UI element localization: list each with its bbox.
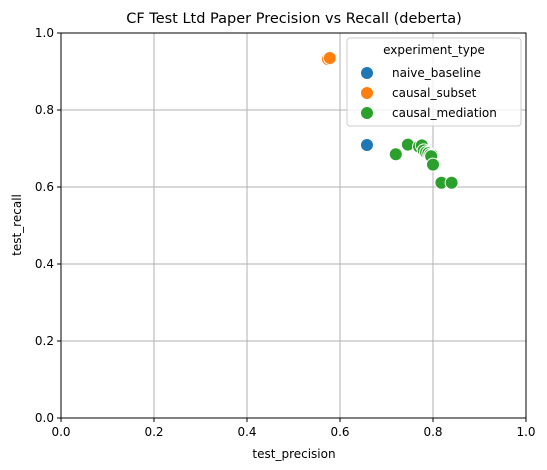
y-tick-label: 0.2 — [35, 334, 54, 348]
point-naive_baseline-0 — [359, 138, 374, 153]
legend-title: experiment_type — [383, 43, 485, 57]
point-causal_mediation-0 — [388, 147, 403, 162]
y-tick-label: 0.4 — [35, 257, 54, 271]
x-tick-label: 0.6 — [330, 425, 349, 439]
legend-marker-naive_baseline — [360, 66, 374, 80]
legend-box — [346, 37, 522, 127]
point-causal_mediation-12 — [444, 175, 459, 190]
legend-marker-causal_subset — [360, 86, 374, 100]
legend: experiment_type naive_baseline causal_subs… — [346, 37, 522, 127]
x-tick-label: 0.0 — [51, 425, 70, 439]
legend-label-naive_baseline: naive_baseline — [392, 66, 481, 80]
y-tick-label: 0.0 — [35, 411, 54, 425]
x-tick-label: 1.0 — [516, 425, 535, 439]
chart-title: CF Test Ltd Paper Precision vs Recall (d… — [126, 11, 462, 27]
point-causal_mediation-10 — [426, 157, 440, 172]
y-tick-label: 1.0 — [35, 26, 54, 40]
plot-frame — [60, 32, 527, 419]
x-tick-label: 0.4 — [237, 425, 256, 439]
y-tick-label: 0.8 — [35, 103, 54, 117]
x-tick-label: 0.2 — [144, 425, 163, 439]
y-tick-label: 0.6 — [35, 180, 54, 194]
x-axis-label: test_precision — [252, 447, 335, 461]
data-points — [320, 51, 459, 190]
legend-label-causal_subset: causal_subset — [392, 86, 477, 100]
legend-label-causal_mediation: causal_mediation — [392, 106, 497, 120]
y-axis-label: test_recall — [10, 194, 24, 256]
legend-marker-causal_mediation — [360, 106, 374, 120]
ticks: 0.0 0.2 0.4 0.6 0.8 1.0 0.0 0.2 0.4 0.6 0.8 1.0 — [35, 26, 536, 439]
x-tick-label: 0.8 — [423, 425, 442, 439]
point-causal_subset-1 — [322, 51, 337, 66]
